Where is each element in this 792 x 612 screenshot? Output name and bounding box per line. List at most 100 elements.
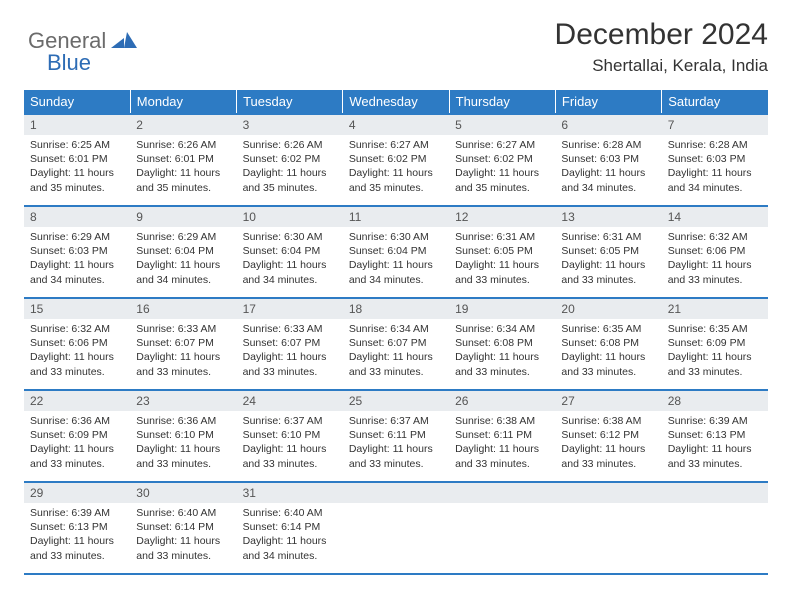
day-content: Sunrise: 6:36 AMSunset: 6:10 PMDaylight:… xyxy=(130,411,236,477)
sunrise-text: Sunrise: 6:35 AM xyxy=(668,322,762,336)
day-number: 15 xyxy=(24,299,130,319)
weekday-header: Sunday xyxy=(24,90,130,114)
day-content: Sunrise: 6:35 AMSunset: 6:08 PMDaylight:… xyxy=(555,319,661,385)
daylight-text: Daylight: 11 hours and 33 minutes. xyxy=(668,350,762,378)
sunset-text: Sunset: 6:07 PM xyxy=(136,336,230,350)
calendar-week-row: 1Sunrise: 6:25 AMSunset: 6:01 PMDaylight… xyxy=(24,114,768,206)
calendar-day-cell: 28Sunrise: 6:39 AMSunset: 6:13 PMDayligh… xyxy=(662,390,768,482)
calendar-day-cell: 19Sunrise: 6:34 AMSunset: 6:08 PMDayligh… xyxy=(449,298,555,390)
daylight-text: Daylight: 11 hours and 33 minutes. xyxy=(561,442,655,470)
sunrise-text: Sunrise: 6:31 AM xyxy=(561,230,655,244)
daylight-text: Daylight: 11 hours and 34 minutes. xyxy=(30,258,124,286)
calendar-day-cell: 20Sunrise: 6:35 AMSunset: 6:08 PMDayligh… xyxy=(555,298,661,390)
sunset-text: Sunset: 6:11 PM xyxy=(349,428,443,442)
day-content: Sunrise: 6:26 AMSunset: 6:02 PMDaylight:… xyxy=(237,135,343,201)
sunrise-text: Sunrise: 6:37 AM xyxy=(243,414,337,428)
daylight-text: Daylight: 11 hours and 33 minutes. xyxy=(455,350,549,378)
calendar-day-cell xyxy=(555,482,661,574)
sunrise-text: Sunrise: 6:37 AM xyxy=(349,414,443,428)
sunrise-text: Sunrise: 6:31 AM xyxy=(455,230,549,244)
day-content: Sunrise: 6:31 AMSunset: 6:05 PMDaylight:… xyxy=(449,227,555,293)
calendar-day-cell: 30Sunrise: 6:40 AMSunset: 6:14 PMDayligh… xyxy=(130,482,236,574)
day-number: 24 xyxy=(237,391,343,411)
day-number: 13 xyxy=(555,207,661,227)
day-content: Sunrise: 6:31 AMSunset: 6:05 PMDaylight:… xyxy=(555,227,661,293)
day-number: 29 xyxy=(24,483,130,503)
calendar-week-row: 8Sunrise: 6:29 AMSunset: 6:03 PMDaylight… xyxy=(24,206,768,298)
daylight-text: Daylight: 11 hours and 35 minutes. xyxy=(455,166,549,194)
day-number: 5 xyxy=(449,115,555,135)
calendar-day-cell: 23Sunrise: 6:36 AMSunset: 6:10 PMDayligh… xyxy=(130,390,236,482)
day-content: Sunrise: 6:36 AMSunset: 6:09 PMDaylight:… xyxy=(24,411,130,477)
sunset-text: Sunset: 6:13 PM xyxy=(668,428,762,442)
daylight-text: Daylight: 11 hours and 33 minutes. xyxy=(243,350,337,378)
daylight-text: Daylight: 11 hours and 33 minutes. xyxy=(349,442,443,470)
weekday-header: Saturday xyxy=(662,90,768,114)
day-content: Sunrise: 6:27 AMSunset: 6:02 PMDaylight:… xyxy=(449,135,555,201)
logo-text-blue: Blue xyxy=(47,50,91,75)
sunrise-text: Sunrise: 6:39 AM xyxy=(668,414,762,428)
day-number: 11 xyxy=(343,207,449,227)
location: Shertallai, Kerala, India xyxy=(24,56,768,76)
calendar-day-cell: 31Sunrise: 6:40 AMSunset: 6:14 PMDayligh… xyxy=(237,482,343,574)
day-number: 22 xyxy=(24,391,130,411)
day-content: Sunrise: 6:25 AMSunset: 6:01 PMDaylight:… xyxy=(24,135,130,201)
day-content: Sunrise: 6:28 AMSunset: 6:03 PMDaylight:… xyxy=(555,135,661,201)
day-content: Sunrise: 6:27 AMSunset: 6:02 PMDaylight:… xyxy=(343,135,449,201)
calendar-day-cell: 8Sunrise: 6:29 AMSunset: 6:03 PMDaylight… xyxy=(24,206,130,298)
sunset-text: Sunset: 6:11 PM xyxy=(455,428,549,442)
sunrise-text: Sunrise: 6:32 AM xyxy=(668,230,762,244)
sunrise-text: Sunrise: 6:25 AM xyxy=(30,138,124,152)
day-number: 21 xyxy=(662,299,768,319)
sunset-text: Sunset: 6:06 PM xyxy=(30,336,124,350)
calendar-week-row: 15Sunrise: 6:32 AMSunset: 6:06 PMDayligh… xyxy=(24,298,768,390)
calendar-day-cell: 1Sunrise: 6:25 AMSunset: 6:01 PMDaylight… xyxy=(24,114,130,206)
day-content: Sunrise: 6:29 AMSunset: 6:04 PMDaylight:… xyxy=(130,227,236,293)
sunset-text: Sunset: 6:03 PM xyxy=(668,152,762,166)
sunset-text: Sunset: 6:02 PM xyxy=(243,152,337,166)
sunset-text: Sunset: 6:14 PM xyxy=(136,520,230,534)
calendar-day-cell: 24Sunrise: 6:37 AMSunset: 6:10 PMDayligh… xyxy=(237,390,343,482)
daylight-text: Daylight: 11 hours and 33 minutes. xyxy=(30,442,124,470)
day-content: Sunrise: 6:33 AMSunset: 6:07 PMDaylight:… xyxy=(130,319,236,385)
sunrise-text: Sunrise: 6:27 AM xyxy=(349,138,443,152)
sunset-text: Sunset: 6:07 PM xyxy=(349,336,443,350)
daylight-text: Daylight: 11 hours and 33 minutes. xyxy=(668,258,762,286)
sunrise-text: Sunrise: 6:36 AM xyxy=(30,414,124,428)
day-number: 4 xyxy=(343,115,449,135)
daylight-text: Daylight: 11 hours and 33 minutes. xyxy=(455,442,549,470)
calendar-day-cell: 27Sunrise: 6:38 AMSunset: 6:12 PMDayligh… xyxy=(555,390,661,482)
daylight-text: Daylight: 11 hours and 35 minutes. xyxy=(30,166,124,194)
day-number: 12 xyxy=(449,207,555,227)
calendar-day-cell xyxy=(662,482,768,574)
day-content: Sunrise: 6:32 AMSunset: 6:06 PMDaylight:… xyxy=(24,319,130,385)
daylight-text: Daylight: 11 hours and 33 minutes. xyxy=(243,442,337,470)
day-content: Sunrise: 6:29 AMSunset: 6:03 PMDaylight:… xyxy=(24,227,130,293)
day-content: Sunrise: 6:38 AMSunset: 6:12 PMDaylight:… xyxy=(555,411,661,477)
sunrise-text: Sunrise: 6:34 AM xyxy=(349,322,443,336)
calendar-day-cell: 26Sunrise: 6:38 AMSunset: 6:11 PMDayligh… xyxy=(449,390,555,482)
day-content xyxy=(555,503,661,512)
day-content: Sunrise: 6:37 AMSunset: 6:11 PMDaylight:… xyxy=(343,411,449,477)
sunrise-text: Sunrise: 6:30 AM xyxy=(349,230,443,244)
day-number: 1 xyxy=(24,115,130,135)
day-number: 16 xyxy=(130,299,236,319)
weekday-header: Friday xyxy=(555,90,661,114)
day-number xyxy=(555,483,661,503)
daylight-text: Daylight: 11 hours and 34 minutes. xyxy=(243,534,337,562)
day-number: 18 xyxy=(343,299,449,319)
weekday-header: Thursday xyxy=(449,90,555,114)
calendar-day-cell: 14Sunrise: 6:32 AMSunset: 6:06 PMDayligh… xyxy=(662,206,768,298)
weekday-header-row: Sunday Monday Tuesday Wednesday Thursday… xyxy=(24,90,768,114)
sunset-text: Sunset: 6:04 PM xyxy=(243,244,337,258)
sunrise-text: Sunrise: 6:28 AM xyxy=(668,138,762,152)
sunrise-text: Sunrise: 6:34 AM xyxy=(455,322,549,336)
sunrise-text: Sunrise: 6:29 AM xyxy=(136,230,230,244)
day-number xyxy=(662,483,768,503)
daylight-text: Daylight: 11 hours and 35 minutes. xyxy=(243,166,337,194)
day-content: Sunrise: 6:40 AMSunset: 6:14 PMDaylight:… xyxy=(237,503,343,569)
sunset-text: Sunset: 6:03 PM xyxy=(561,152,655,166)
calendar-day-cell: 6Sunrise: 6:28 AMSunset: 6:03 PMDaylight… xyxy=(555,114,661,206)
sunset-text: Sunset: 6:08 PM xyxy=(561,336,655,350)
day-number: 26 xyxy=(449,391,555,411)
